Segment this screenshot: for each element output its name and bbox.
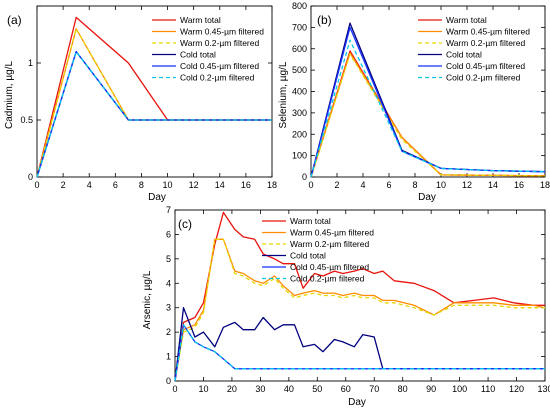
series-line-3 [174,238,545,382]
x-axis-label: Day [148,192,166,203]
y-tick-label: 400 [292,87,307,97]
x-tick-label: 40 [284,384,294,394]
y-tick-label: 500 [292,65,307,75]
y-axis-label: Selenium, µg/L [278,61,289,128]
legend-label: Cold 0.2-µm filtered [446,73,521,83]
y-tick-label: 0 [302,172,307,182]
legend-label: Cold total [180,50,216,60]
series-line-4 [174,307,545,382]
y-tick-label: 600 [292,44,307,54]
x-tick-label: 110 [481,384,495,394]
x-tick-label: 10 [163,180,173,190]
x-tick-label: 16 [514,180,524,190]
y-axis-label: Cadmium, µg/L [4,61,15,129]
plot-frame [174,209,546,382]
y-tick-label: 4 [166,278,171,288]
x-tick-label: 90 [426,384,436,394]
panel-arsenic-chart: (c) Day Arsenic, µg/L 0 10 20 30 40 50 60 70 80 9… [142,205,550,408]
legend-label: Cold 0.45-µm filtered [290,262,369,272]
x-tick-label: 80 [398,384,408,394]
plot-frame [36,5,273,178]
y-axis-label: Arsenic, µg/L [142,270,153,329]
legend-label: Cold 0.2-µm filtered [180,73,255,83]
x-tick-label: 6 [113,180,118,190]
series-line-6 [36,50,272,178]
series-line-3 [36,28,272,178]
legend-label: Warm 0.45-µm filtered [180,27,264,37]
x-tick-label: 4 [87,180,92,190]
y-tick-label: 800 [292,1,307,11]
x-tick-label: 18 [540,180,550,190]
legend-label: Cold 0.45-µm filtered [180,61,259,71]
x-tick-label: 0 [308,180,313,190]
panel-selenium-chart: (b) Day Selenium, µg/L 0 2 4 6 8 10 12 14 16 18 0 1… [278,1,550,203]
legend-label: Warm 0.2-µm filtered [180,38,259,48]
x-tick-label: 6 [386,180,391,190]
legend-label: Cold total [290,251,326,261]
legend-label: Warm 0.45-µm filtered [446,27,530,37]
x-tick-label: 60 [341,384,351,394]
y-tick-label: 1 [166,352,171,362]
y-tick-label: 1 [28,58,33,68]
x-tick-label: 0 [34,180,39,190]
x-tick-label: 130 [537,384,550,394]
series-line-5 [310,26,546,178]
x-tick-label: 16 [241,180,251,190]
y-tick-label: 5 [166,254,171,264]
x-tick-label: 8 [412,180,417,190]
series-line-3 [310,53,546,178]
x-tick-label: 2 [61,180,66,190]
legend-label: Cold 0.45-µm filtered [446,61,525,71]
x-tick-label: 20 [227,384,237,394]
legend-label: Cold 0.2-µm filtered [290,274,365,284]
x-tick-label: 14 [488,180,498,190]
x-tick-label: 10 [436,180,446,190]
x-tick-label: 0 [172,384,177,394]
panel-label: (a) [7,13,22,27]
series-line-5 [174,324,545,382]
x-tick-label: 8 [139,180,144,190]
legend-label: Cold total [446,50,482,60]
y-tick-label: 3 [166,303,171,313]
legend-label: Warm total [290,216,331,226]
x-tick-label: 10 [198,384,208,394]
x-tick-label: 100 [452,384,467,394]
x-tick-label: 18 [267,180,277,190]
x-axis-label: Day [418,192,436,203]
panel-label: (b) [317,13,332,27]
y-tick-label: 6 [166,229,171,239]
y-tick-label: 7 [166,205,171,215]
legend-label: Warm 0.2-µm filtered [446,38,525,48]
x-tick-label: 2 [334,180,339,190]
legend-label: Warm total [446,15,487,25]
y-tick-label: 100 [292,151,307,161]
x-tick-label: 4 [360,180,365,190]
x-tick-label: 120 [509,384,524,394]
x-tick-label: 12 [462,180,472,190]
y-tick-label: 0 [166,376,171,386]
panel-label: (c) [178,217,192,231]
x-tick-label: 70 [369,384,379,394]
x-tick-label: 14 [215,180,225,190]
y-tick-label: 2 [166,327,171,337]
series-line-2 [36,28,272,178]
y-tick-label: 700 [292,22,307,32]
y-tick-label: 0.5 [20,115,33,125]
series-line-6 [174,324,545,382]
x-tick-label: 30 [255,384,265,394]
y-tick-label: 300 [292,108,307,118]
legend-label: Warm total [180,15,221,25]
x-tick-label: 50 [312,384,322,394]
panel-cadmium-chart: (a) Day Cadmium, µg/L 0 2 4 6 8 10 12 14 16 18 0 0.… [4,5,277,203]
y-tick-label: 0 [28,172,33,182]
x-axis-label: Day [348,397,366,408]
legend-label: Warm 0.45-µm filtered [290,228,374,238]
legend-label: Warm 0.2-µm filtered [290,239,369,249]
y-tick-label: 200 [292,129,307,139]
x-tick-label: 12 [189,180,199,190]
